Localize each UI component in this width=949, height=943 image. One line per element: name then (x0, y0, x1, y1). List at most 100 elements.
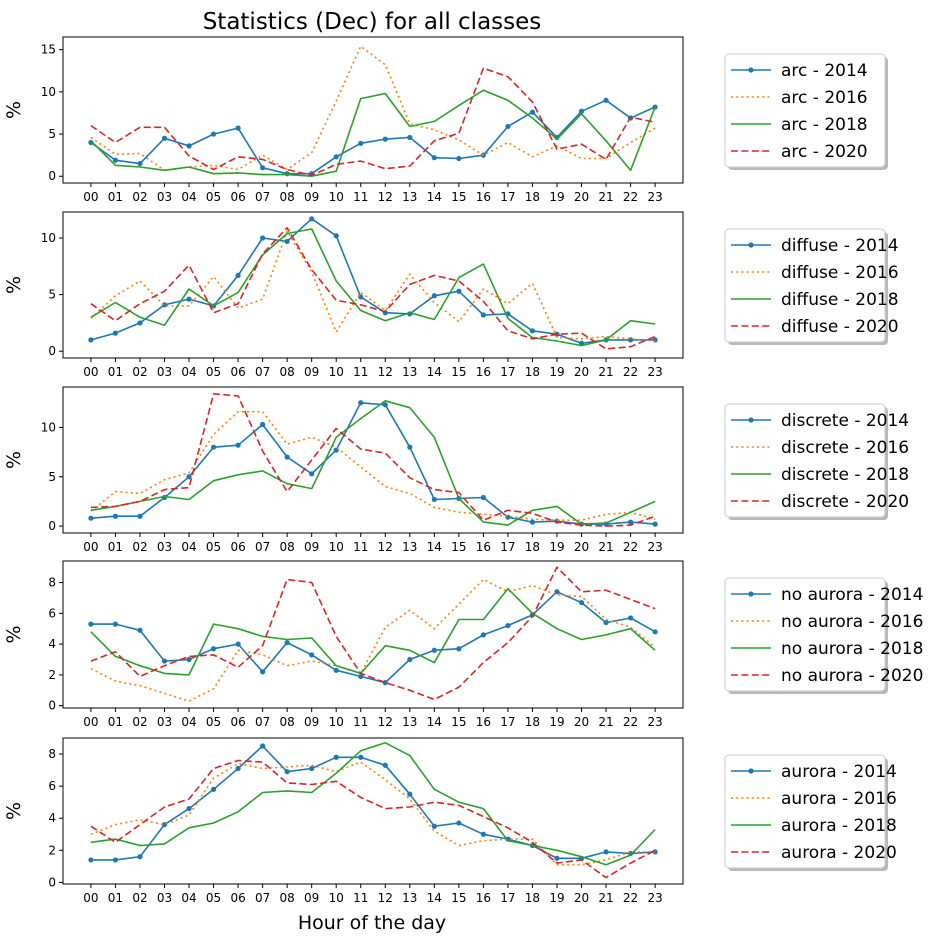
series-point (529, 109, 536, 115)
x-tick-label: 06 (230, 365, 245, 379)
x-tick-label: 15 (451, 365, 466, 379)
x-tick-label: 18 (525, 891, 540, 905)
series-point (333, 667, 339, 673)
x-tick-label: 22 (623, 891, 638, 905)
series-point (505, 623, 511, 629)
y-axis-label: % (3, 101, 25, 119)
series-point (260, 743, 266, 749)
series-point (210, 786, 217, 792)
series-point (235, 442, 241, 448)
x-tick-label: 02 (132, 190, 147, 204)
legend-label: arc - 2016 (781, 88, 868, 108)
x-tick-label: 14 (427, 891, 442, 905)
series-point (112, 157, 119, 163)
series-point (161, 658, 168, 664)
x-tick-label: 07 (255, 891, 270, 905)
y-tick-label: 6 (48, 606, 56, 620)
series-line-2 (90, 741, 656, 866)
x-tick-label: 10 (329, 891, 344, 905)
series-point (284, 171, 290, 177)
x-tick-label: 01 (108, 190, 123, 204)
series-point (456, 155, 462, 162)
x-tick-label: 14 (427, 540, 442, 554)
series-point (88, 857, 94, 863)
x-tick-label: 13 (402, 540, 417, 554)
series-point (284, 769, 290, 775)
series-point (210, 131, 217, 137)
x-tick-label: 01 (108, 891, 123, 905)
x-tick-label: 03 (157, 365, 172, 379)
series-point (382, 402, 388, 408)
series-point (627, 519, 634, 525)
series-point (407, 134, 413, 141)
series-point (186, 474, 192, 480)
series-point (235, 125, 241, 131)
series-point (505, 123, 511, 130)
x-tick-label: 11 (353, 365, 368, 379)
series-point (431, 293, 437, 299)
series-point (480, 632, 486, 638)
x-tick-label: 01 (108, 540, 123, 554)
x-tick-label: 18 (525, 365, 540, 379)
series-point (260, 421, 266, 428)
y-axis-label: % (3, 802, 25, 820)
x-tick-label: 13 (402, 715, 417, 729)
series-point (235, 272, 241, 278)
series-point (235, 765, 241, 772)
x-tick-label: 13 (402, 365, 417, 379)
legend: discrete - 2014 discrete - 2016 discrete -… (724, 403, 909, 520)
x-tick-label: 05 (206, 891, 221, 905)
y-axis-label: % (3, 625, 25, 643)
series-point (407, 791, 413, 797)
x-tick-label: 11 (353, 715, 368, 729)
series-point (431, 647, 437, 653)
series-point (186, 143, 192, 149)
series-line-3 (90, 566, 656, 701)
x-tick-label: 08 (280, 540, 295, 554)
series-point (333, 154, 339, 160)
legend-box (724, 403, 886, 518)
series-point (260, 165, 266, 171)
x-tick-label: 09 (304, 715, 319, 729)
legend-marker (748, 417, 754, 423)
legend-marker (748, 591, 754, 597)
x-tick-label: 22 (623, 365, 638, 379)
series-point (627, 615, 634, 621)
series-point (431, 155, 437, 161)
x-tick-label: 19 (549, 190, 564, 204)
x-tick-label: 14 (427, 190, 442, 204)
series-point (554, 855, 560, 861)
series-point (603, 849, 609, 855)
y-tick-label: 15 (41, 43, 56, 57)
series-point (284, 639, 290, 646)
x-tick-label: 02 (132, 715, 147, 729)
legend-label: aurora - 2014 (781, 762, 897, 782)
series-point (333, 233, 339, 239)
x-tick-label: 17 (500, 190, 515, 204)
x-tick-label: 01 (108, 715, 123, 729)
legend-label: discrete - 2014 (781, 411, 909, 431)
x-tick-label: 23 (647, 715, 662, 729)
series-line-1 (90, 230, 656, 342)
plot-frame (62, 386, 684, 534)
x-tick-label: 15 (451, 715, 466, 729)
series-point (358, 754, 364, 760)
x-tick-label: 11 (353, 190, 368, 204)
x-axis-label: Hour of the day (298, 912, 446, 934)
x-tick-label: 21 (598, 365, 613, 379)
series-point (578, 599, 585, 606)
series-point (260, 669, 266, 675)
series-point (284, 454, 290, 460)
series-point (603, 97, 609, 103)
series-point (186, 805, 192, 812)
x-tick-label: 19 (549, 891, 564, 905)
legend: no aurora - 2014 no aurora - 2016 no auror… (724, 577, 923, 694)
legend-label: diffuse - 2018 (781, 290, 899, 310)
x-tick-label: 21 (598, 715, 613, 729)
series-point (112, 621, 119, 627)
series-point (480, 831, 486, 837)
legend-label: no aurora - 2020 (781, 666, 923, 686)
y-tick-label: 10 (41, 231, 56, 245)
x-tick-label: 22 (623, 540, 638, 554)
